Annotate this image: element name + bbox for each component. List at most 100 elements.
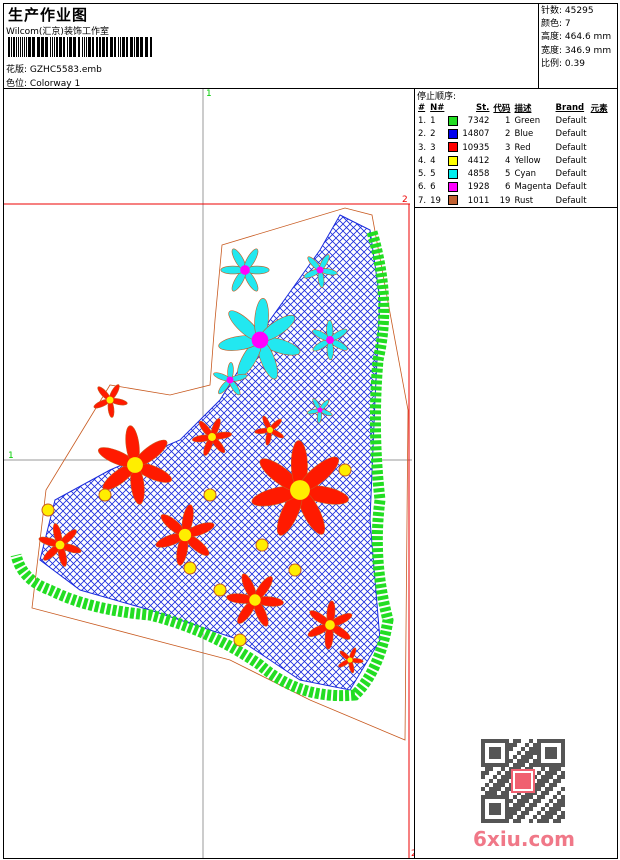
col-element: 元素 [590,103,608,114]
qr-code [481,739,565,823]
stat-width: 宽度: 346.9 mm [541,45,612,56]
col-st: St. [476,102,490,113]
marker-2-bottom: 2 [411,849,414,858]
stop-sequence-label: 停止顺序: [417,92,457,102]
row-code: 4 [505,155,511,166]
row-code: 5 [505,169,511,180]
bud [233,633,247,647]
bud [203,488,217,502]
page-title: 生产作业图 [8,6,89,24]
flower [218,298,301,380]
row-num: 5. [418,169,427,180]
divider [538,3,539,88]
row-desc: Magenta [514,182,552,193]
row-brand: Default [555,182,587,193]
design-value: GZHC5583.emb [29,65,102,75]
flower [155,504,215,566]
row-desc: Green [514,115,541,126]
row-n: 1 [430,115,436,126]
flower [213,362,248,396]
row-num: 7. [418,195,427,206]
row-brand: Default [555,115,587,126]
row-desc: Blue [514,129,534,140]
row-num: 2. [418,129,427,140]
color-swatch [448,115,459,126]
row-stitches: 1011 [467,195,490,206]
divider [414,88,415,859]
flower [220,248,270,292]
barcode [8,37,152,57]
flower-motifs [38,248,364,674]
bud [183,561,197,575]
row-brand: Default [555,142,587,153]
color-row: 4. 4 4412 4 Yellow Default [416,154,610,167]
stat-stitches: 针数: 45295 [541,6,594,16]
row-code: 1 [505,115,511,126]
row-stitches: 4412 [467,155,490,166]
row-stitches: 10935 [462,142,490,153]
marker-2-top: 2 [402,195,408,205]
watermark-logo: 6xiu.com [473,827,575,851]
row-num: 6. [418,182,427,193]
row-desc: Rust [514,195,534,206]
row-n: 19 [430,195,441,206]
page-frame [3,3,618,859]
flower [93,384,128,418]
bud [338,463,352,477]
col-desc: 描述 [514,103,532,114]
row-num: 1. [418,115,427,126]
row-code: 19 [499,195,511,206]
flower [338,647,364,674]
colorway: 色位: Colorway 1 [6,76,80,89]
color-row: 3. 3 10935 3 Red Default [416,141,610,154]
stat-height: 高度: 464.6 mm [541,32,612,43]
row-code: 6 [505,182,511,193]
color-swatch [448,142,459,153]
bud [98,488,112,502]
color-swatch [448,168,459,179]
flower [192,418,232,456]
divider [3,88,618,89]
row-n: 3 [430,142,436,153]
colorway-value: Colorway 1 [29,79,81,89]
row-code: 2 [505,129,511,140]
color-row: 1. 1 7342 1 Green Default [416,114,610,127]
row-stitches: 1928 [467,182,490,193]
row-n: 6 [430,182,436,193]
col-brand: Brand [555,102,585,113]
color-swatch [448,128,459,139]
row-brand: Default [555,195,587,206]
flower [306,398,333,424]
row-brand: Default [555,129,587,140]
stats-panel: 针数: 45295 颜色: 7 高度: 464.6 mm 宽度: 346.9 m… [541,5,611,71]
color-row: 7. 19 1011 19 Rust Default [416,194,610,207]
row-desc: Yellow [514,155,541,166]
flower [251,440,349,536]
color-swatch [448,195,459,206]
row-num: 3. [418,142,427,153]
row-desc: Red [514,142,531,153]
company-name: Wilcom(汇京)装饰工作室 [6,27,109,37]
divider [414,207,618,208]
row-desc: Cyan [514,169,536,180]
stat-scale: 比例: 0.39 [541,58,585,69]
col-num: # [418,102,426,113]
flower [307,600,353,650]
flower [98,425,172,505]
row-n: 5 [430,169,436,180]
green-border [10,230,394,702]
row-stitches: 7342 [467,115,490,126]
row-brand: Default [555,169,587,180]
design-label: 花版: [6,65,28,75]
color-table: # N# St. 代码 描述 Brand 元素 1. 1 7342 1 Green Def… [416,101,610,207]
row-num: 4. [418,155,427,166]
row-stitches: 14807 [462,129,490,140]
color-row: 2. 2 14807 2 Blue Default [416,128,610,141]
color-row: 5. 5 4858 5 Cyan Default [416,167,610,180]
flower [303,254,338,288]
row-brand: Default [555,155,587,166]
bud [41,503,55,517]
marker-1-top: 1 [206,89,212,99]
marker-1-left: 1 [8,451,14,461]
row-stitches: 4858 [467,169,490,180]
